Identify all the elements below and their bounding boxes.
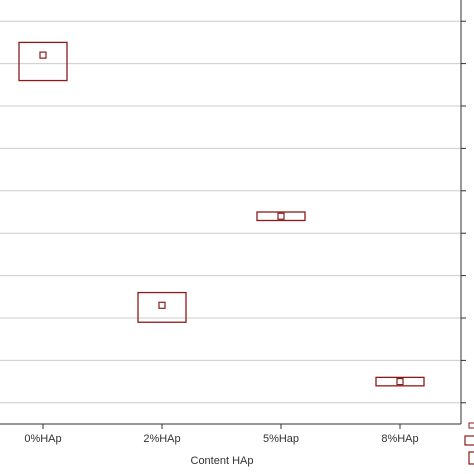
mean-marker-2%HAp [158,301,166,309]
legend-mean-symbol [468,422,474,429]
gridlines [0,20,461,404]
x-tick-labels: 0%HAp 2%HAp 5%Hap 8%HAp [24,433,418,445]
box-2%HAp [137,291,187,323]
mean-marker-8%HAp [396,378,404,386]
axes [0,0,466,429]
mean-marker-5%Hap [277,212,285,220]
legend-box-symbol [464,435,474,446]
box-8%HAp [375,376,425,387]
legend [464,422,474,465]
box-5%Hap [256,211,306,222]
box-0%HAp [18,41,68,82]
x-tick-label: 2%HAp [143,433,180,445]
legend-whisker-symbol [468,451,474,465]
x-tick-label: 0%HAp [24,433,61,445]
x-tick-label: 8%HAp [381,433,418,445]
x-axis-title: Content HAp [191,455,254,467]
x-tick-label: 5%Hap [263,433,299,445]
mean-marker-0%HAp [39,51,47,59]
box-marks [18,41,425,387]
